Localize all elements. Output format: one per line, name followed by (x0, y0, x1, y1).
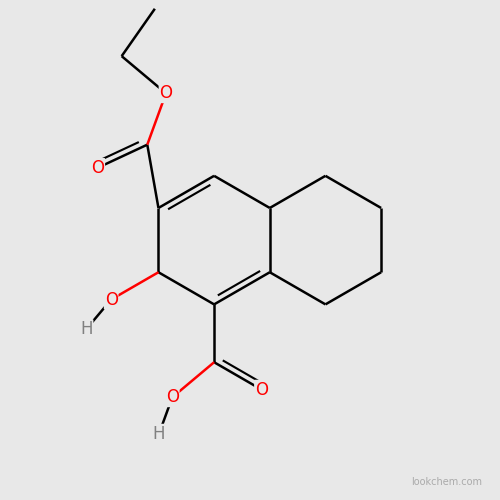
Text: O: O (104, 290, 118, 308)
Text: O: O (92, 159, 104, 177)
Text: O: O (166, 388, 179, 406)
Text: H: H (80, 320, 92, 338)
Text: O: O (255, 380, 268, 398)
Text: O: O (160, 84, 172, 102)
Text: H: H (153, 424, 166, 442)
Text: lookchem.com: lookchem.com (412, 478, 482, 488)
